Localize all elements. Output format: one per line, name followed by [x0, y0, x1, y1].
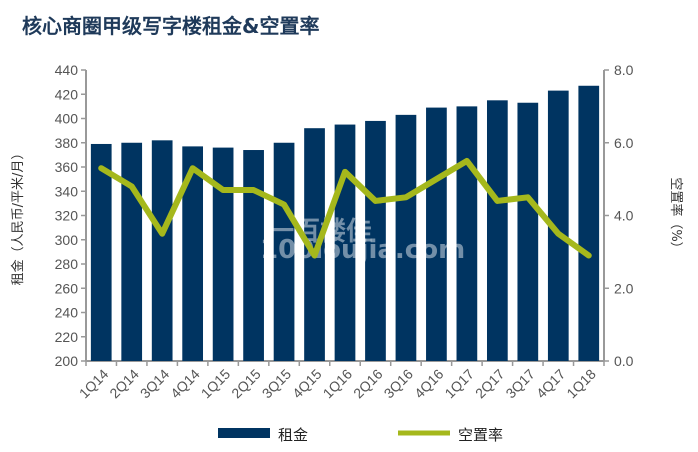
x-tick-label: 3Q14	[137, 366, 173, 402]
bar-2Q16	[365, 120, 386, 361]
x-tick-label: 4Q15	[289, 366, 325, 402]
bar-4Q16	[426, 107, 447, 362]
left-axis-label: 租金（人民币/平米/月）	[10, 147, 26, 286]
left-tick-label: 200	[55, 353, 79, 369]
x-tick-label: 2Q16	[350, 366, 386, 402]
left-tick-label: 340	[55, 183, 79, 199]
x-tick-label: 2Q17	[472, 366, 508, 402]
x-tick-label: 4Q16	[411, 366, 447, 402]
left-tick-label: 420	[55, 86, 79, 102]
bar-4Q17	[547, 90, 569, 362]
x-tick-label: 3Q17	[502, 366, 538, 402]
bar-2Q14	[121, 142, 143, 361]
left-tick-label: 320	[55, 208, 79, 224]
left-tick-label: 220	[55, 329, 79, 345]
x-tick-label: 3Q16	[381, 366, 417, 402]
left-tick-label: 440	[55, 62, 79, 78]
bar-4Q14	[182, 146, 204, 361]
right-tick-label: 6.0	[614, 135, 634, 151]
left-tick-label: 280	[55, 256, 79, 272]
bar-2Q17	[486, 100, 508, 361]
x-tick-label: 3Q15	[259, 366, 295, 402]
bar-1Q15	[212, 147, 234, 361]
x-tick-label: 4Q14	[167, 366, 203, 402]
x-tick-label: 1Q16	[320, 366, 356, 402]
left-tick-label: 240	[55, 305, 79, 321]
right-tick-label: 8.0	[614, 62, 634, 78]
bar-4Q15	[304, 128, 325, 361]
right-tick-label: 4.0	[614, 208, 634, 224]
legend-swatch-rent	[218, 428, 270, 438]
x-tick-label: 1Q14	[76, 366, 112, 402]
left-tick-label: 260	[55, 280, 79, 296]
bar-3Q16	[395, 114, 417, 361]
bar-2Q15	[243, 150, 264, 361]
x-tick-label: 1Q15	[198, 366, 234, 402]
x-tick-label: 1Q18	[563, 366, 599, 402]
legend-label-rent: 租金	[278, 426, 308, 444]
bar-1Q14	[90, 143, 112, 361]
left-tick-label: 400	[55, 111, 79, 127]
left-tick-label: 360	[55, 159, 79, 175]
right-tick-label: 0.0	[614, 353, 634, 369]
bar-3Q14	[151, 140, 173, 361]
x-tick-label: 2Q14	[106, 366, 142, 402]
left-tick-label: 380	[55, 135, 79, 151]
legend-label-vacancy: 空置率	[458, 426, 503, 444]
x-tick-label: 2Q15	[228, 366, 264, 402]
chart-title: 核心商圈甲级写字楼租金&空置率	[22, 14, 320, 38]
right-axis-label: 空置率（%）	[668, 177, 684, 254]
x-tick-label: 4Q17	[533, 366, 569, 402]
bar-3Q17	[517, 102, 539, 362]
bar-3Q15	[273, 142, 295, 361]
watermark-url: 100loujia.com	[260, 235, 465, 265]
bar-1Q17	[456, 106, 478, 361]
right-tick-label: 2.0	[614, 280, 634, 296]
bar-1Q18	[578, 85, 600, 361]
x-tick-label: 1Q17	[441, 366, 477, 402]
left-tick-label: 300	[55, 232, 79, 248]
